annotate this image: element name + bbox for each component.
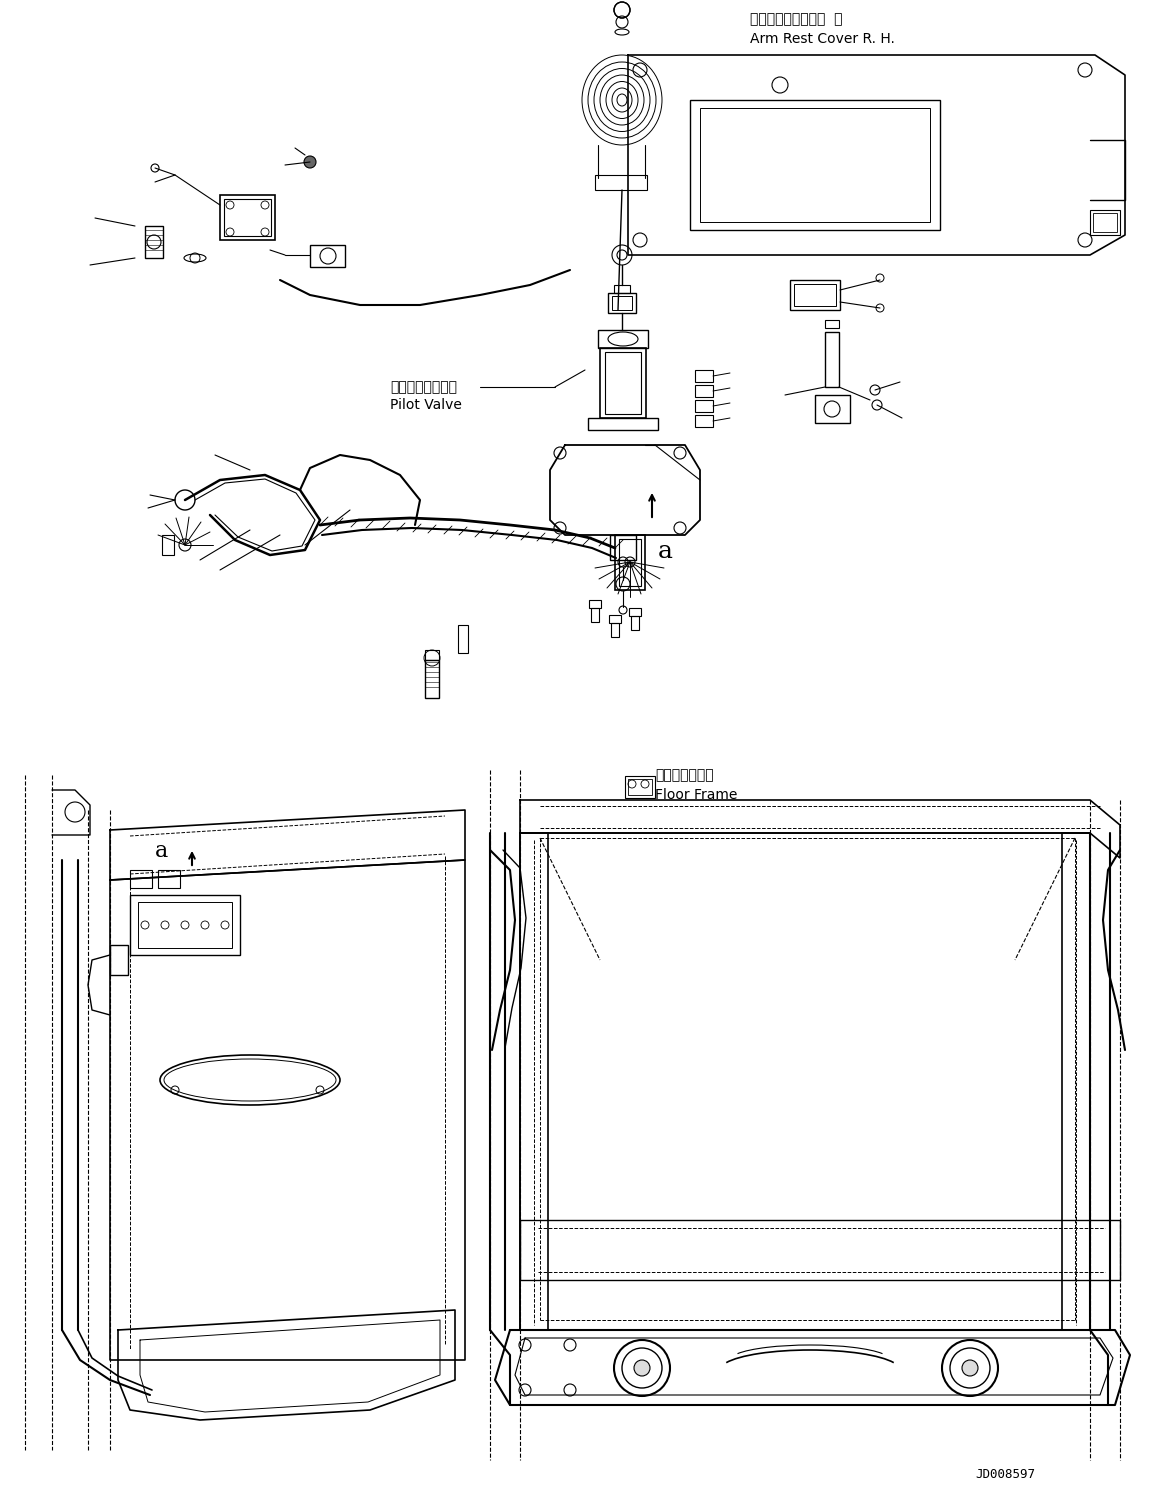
- Bar: [612, 297, 632, 310]
- Bar: [794, 283, 837, 306]
- Bar: [600, 347, 646, 417]
- Bar: [159, 871, 180, 889]
- Bar: [591, 608, 599, 622]
- Circle shape: [634, 1360, 650, 1376]
- Bar: [629, 608, 641, 616]
- Bar: [619, 540, 641, 586]
- Bar: [519, 833, 548, 1330]
- Bar: [825, 332, 839, 388]
- Text: JD008597: JD008597: [975, 1469, 1036, 1481]
- Bar: [605, 352, 641, 414]
- Bar: [825, 321, 839, 328]
- Bar: [628, 778, 653, 795]
- Bar: [609, 614, 621, 623]
- Text: a: a: [155, 839, 168, 862]
- Bar: [625, 775, 655, 798]
- Text: a: a: [658, 540, 673, 564]
- Bar: [224, 198, 271, 236]
- Bar: [425, 650, 439, 661]
- Bar: [145, 227, 163, 258]
- Bar: [1090, 210, 1120, 236]
- Bar: [695, 414, 713, 426]
- Bar: [130, 871, 152, 889]
- Bar: [616, 535, 644, 590]
- Bar: [1093, 213, 1117, 233]
- Circle shape: [304, 157, 316, 168]
- Bar: [588, 417, 658, 429]
- Bar: [815, 395, 850, 423]
- Bar: [138, 902, 233, 948]
- Bar: [130, 895, 239, 956]
- Text: Floor Frame: Floor Frame: [655, 789, 737, 802]
- Bar: [589, 599, 600, 608]
- Bar: [695, 385, 713, 397]
- Bar: [1062, 833, 1090, 1330]
- Bar: [110, 945, 128, 975]
- Bar: [695, 370, 713, 382]
- Bar: [610, 535, 636, 561]
- Bar: [631, 616, 639, 631]
- Text: アームレストカバー  右: アームレストカバー 右: [750, 12, 842, 25]
- Bar: [790, 280, 840, 310]
- Bar: [611, 623, 619, 637]
- Bar: [458, 625, 467, 653]
- Text: Pilot Valve: Pilot Valve: [390, 398, 462, 412]
- Bar: [598, 330, 648, 347]
- Bar: [162, 535, 174, 555]
- Text: フロアフレーム: フロアフレーム: [655, 768, 714, 781]
- Text: Arm Rest Cover R. H.: Arm Rest Cover R. H.: [750, 31, 894, 46]
- Bar: [425, 661, 439, 698]
- Text: パイロットバルブ: パイロットバルブ: [390, 380, 457, 394]
- Bar: [695, 400, 713, 412]
- Bar: [690, 100, 939, 230]
- Bar: [607, 294, 636, 313]
- Bar: [595, 174, 647, 189]
- Circle shape: [961, 1360, 978, 1376]
- Bar: [700, 107, 930, 222]
- Bar: [310, 245, 345, 267]
- Bar: [614, 285, 631, 294]
- Bar: [519, 1220, 1120, 1279]
- Bar: [220, 195, 275, 240]
